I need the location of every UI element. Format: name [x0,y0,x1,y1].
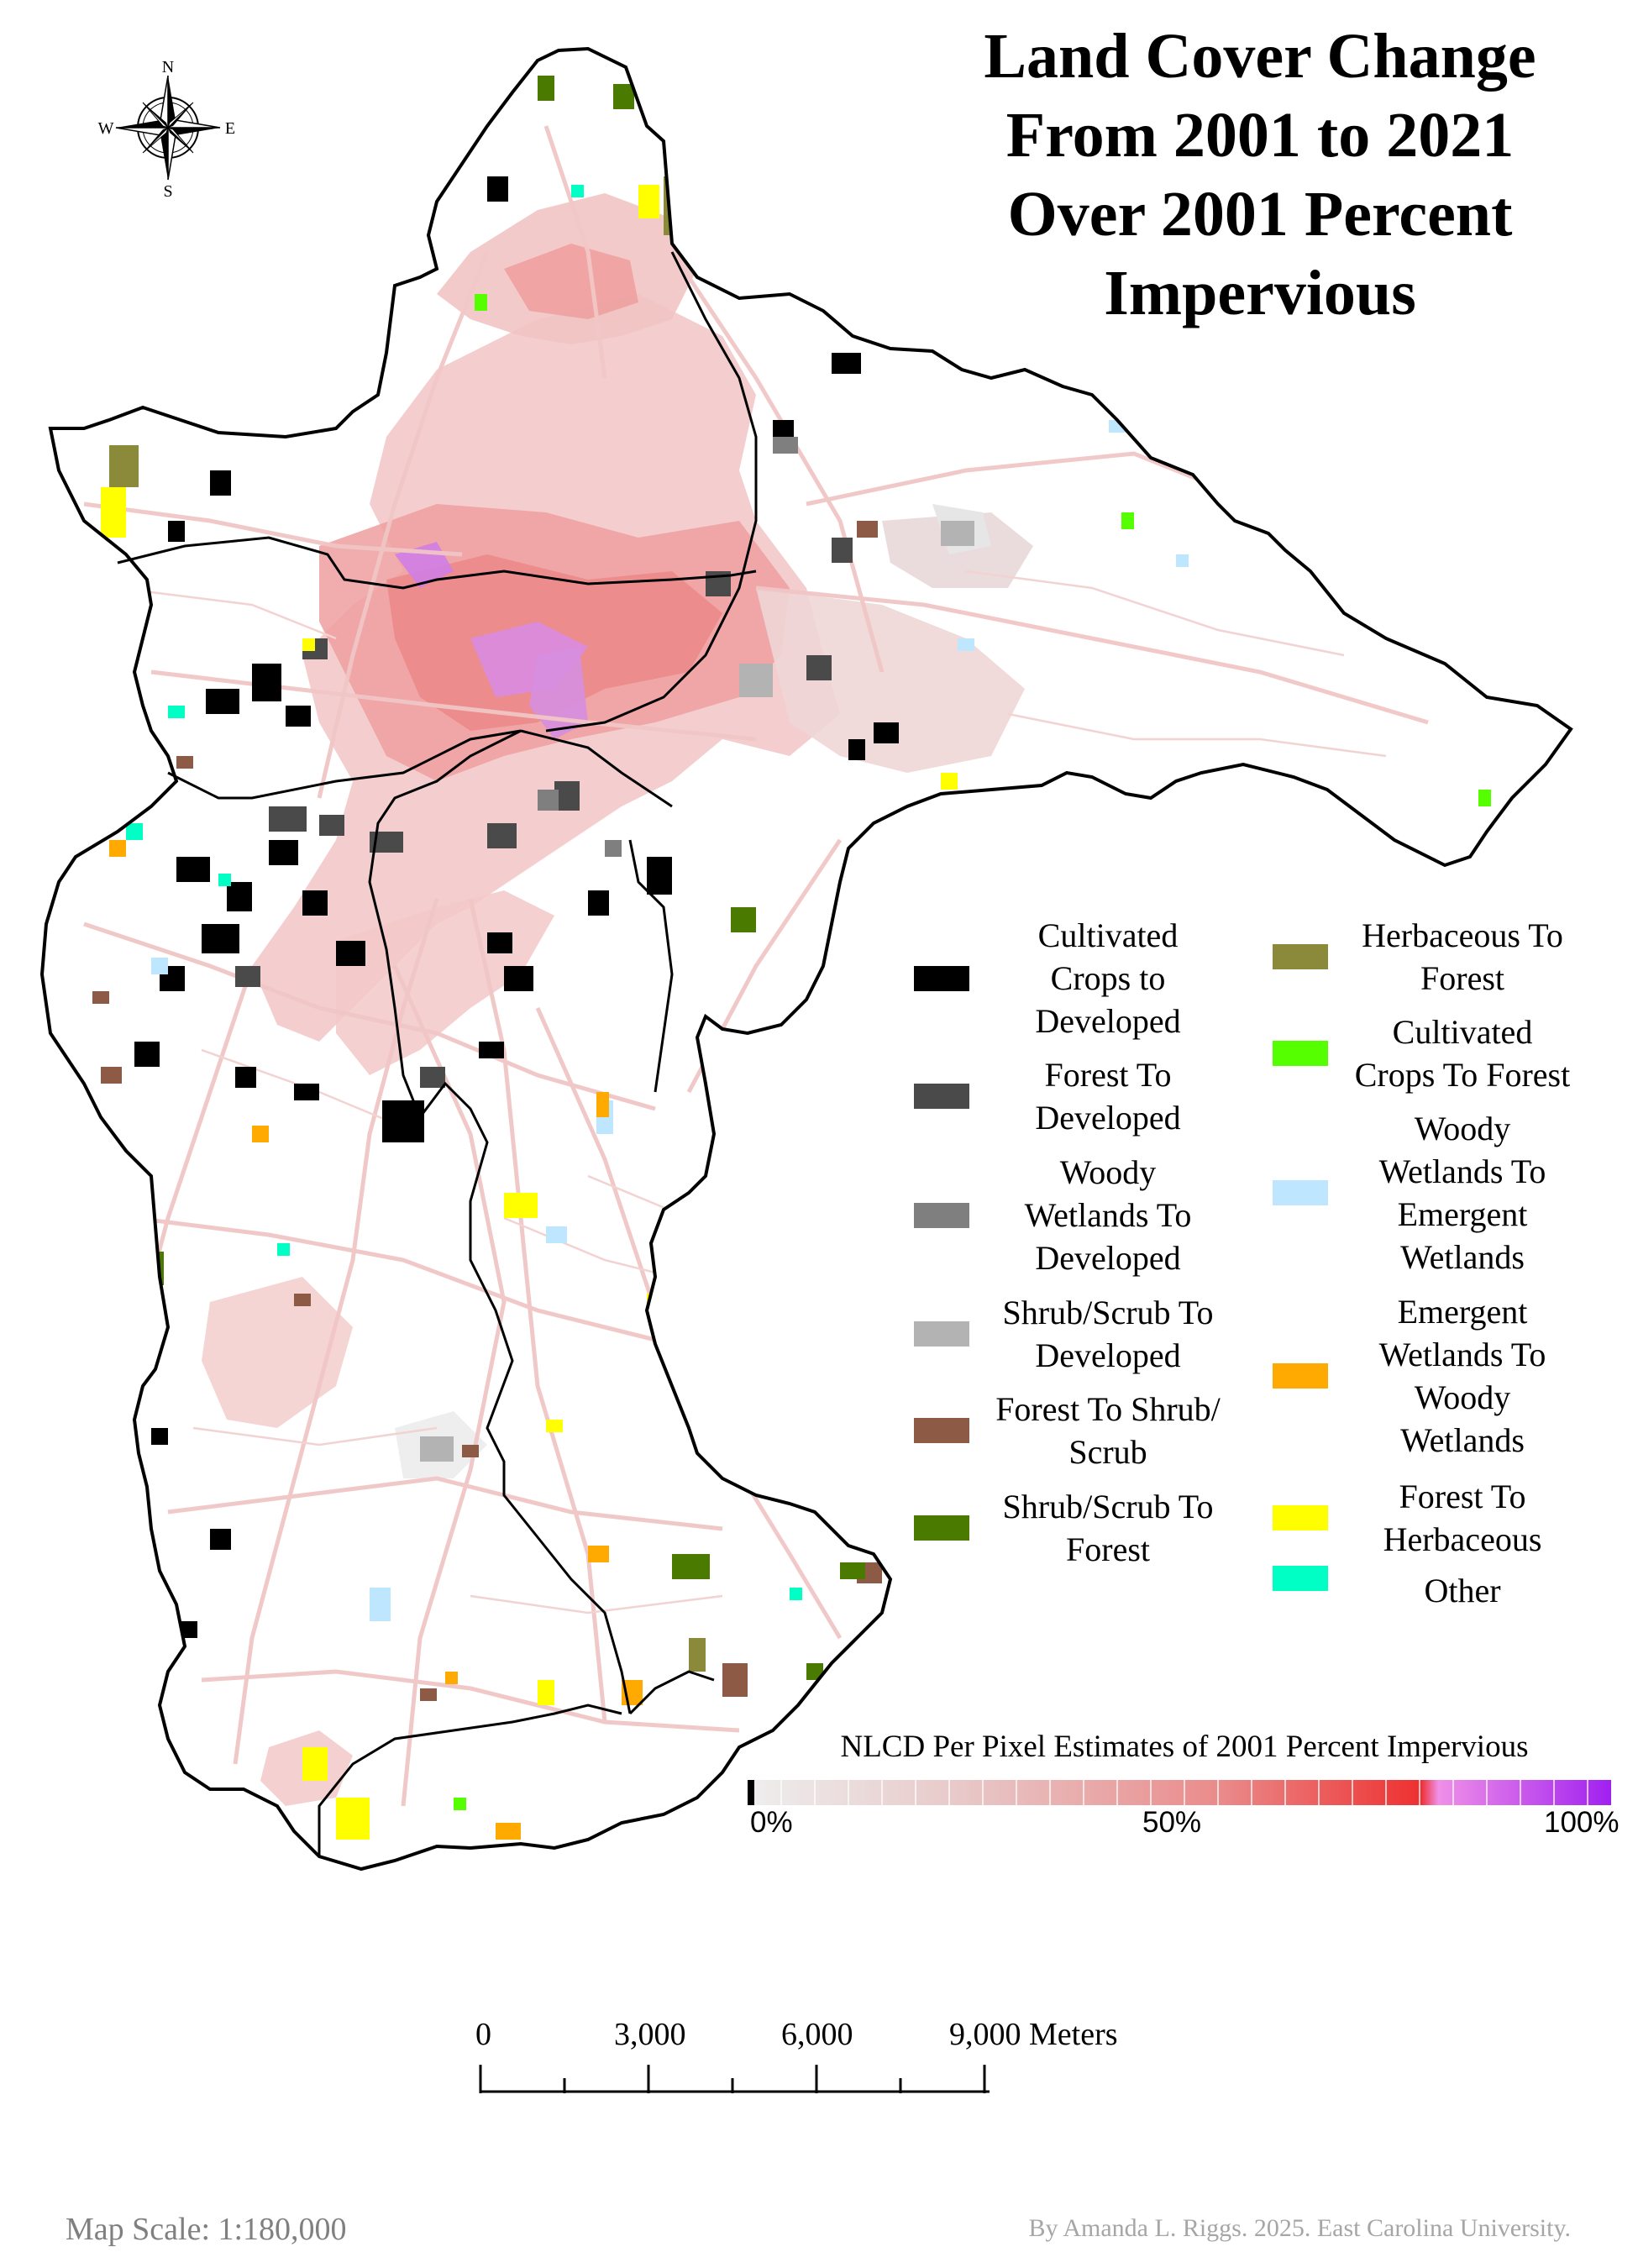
legend-item-forest-to-developed: Forest To Developed [914,1053,1238,1139]
scale-tick-label-6000: 6,000 [781,2017,853,2052]
legend-label: Shrub/Scrub To Forest [978,1485,1238,1571]
legend-label-line: Wetlands [1400,1238,1525,1276]
legend-swatch [1273,944,1328,969]
title-line-1: Land Cover Change [984,21,1536,92]
legend-label: Forest To Developed [978,1053,1238,1139]
legend-label-line: Forest [1066,1530,1150,1568]
legend-swatch [1273,1363,1328,1389]
legend-label-line: Woody [1414,1378,1511,1416]
scale-tick-label-3000: 3,000 [614,2017,686,2052]
legend-swatch [914,965,969,991]
map-title: Land Cover Change From 2001 to 2021 Over… [890,17,1630,333]
legend-label-line: Forest To [1399,1478,1526,1515]
legend-label: Emergent Wetlands To Woody Wetlands [1336,1290,1588,1462]
legend-item-shrub-to-developed: Shrub/Scrub To Developed [914,1291,1238,1377]
legend-label-line: Developed [1035,1002,1181,1040]
legend-label-line: Forest To Shrub/ [995,1390,1221,1428]
legend-swatch [1273,1505,1328,1530]
legend-item-woody-wetlands-to-developed: Woody Wetlands To Developed [914,1151,1238,1279]
legend-swatch [914,1202,969,1228]
scale-tick-label-0: 0 [475,2017,491,2052]
legend-swatch [1273,1041,1328,1066]
legend-swatch [1273,1565,1328,1591]
legend-label: Shrub/Scrub To Developed [978,1291,1238,1377]
legend-label-line: Other [1424,1572,1501,1609]
legend-label-line: Shrub/Scrub To [1002,1488,1214,1525]
legend-label-line: Developed [1035,1239,1181,1277]
ramp-min-label: 0% [750,1806,793,1839]
legend-label-line: Emergent [1397,1293,1528,1331]
credit-text: By Amanda L. Riggs. 2025. East Carolina … [1028,2214,1571,2242]
legend-label-line: Woody [1059,1153,1157,1191]
legend-item-cultivated-to-forest: Cultivated Crops To Forest [1273,1011,1588,1096]
legend-label: Cultivated Crops To Forest [1336,1011,1588,1096]
legend-label: Woody Wetlands To Developed [978,1151,1238,1279]
legend-label: Forest To Herbaceous [1336,1475,1588,1561]
legend-label: Forest To Shrub/ Scrub [978,1388,1238,1473]
compass-south-label: S [163,182,172,201]
legend-item-other: Other [1273,1565,1588,1612]
title-line-3: Over 2001 Percent [1007,179,1513,249]
legend-label-line: Cultivated [1392,1013,1533,1051]
legend-item-forest-to-herbaceous: Forest To Herbaceous [1273,1475,1588,1561]
scale-tick-label-9000: 9,000 Meters [949,2017,1118,2052]
legend-label-line: Crops to [1050,959,1166,997]
legend-swatch [1273,1180,1328,1205]
legend-label-line: Emergent [1397,1195,1528,1233]
legend-label-line: Developed [1035,1099,1181,1137]
legend-label-line: Herbaceous To [1362,916,1563,954]
legend-item-woody-to-emergent: Woody Wetlands To Emergent Wetlands [1273,1107,1588,1278]
legend-item-cultivated-to-developed: Cultivated Crops to Developed [914,914,1238,1042]
legend-label: Cultivated Crops to Developed [978,914,1238,1042]
legend-swatch [914,1418,969,1443]
legend-item-herbaceous-to-forest: Herbaceous To Forest [1273,914,1588,1000]
county-outline [39,46,1573,1872]
compass-east-label: E [225,119,235,138]
legend-label: Woody Wetlands To Emergent Wetlands [1336,1107,1588,1278]
legend-swatch [914,1321,969,1347]
legend-label-line: Wetlands [1400,1421,1525,1459]
legend-label-line: Wetlands To [1378,1336,1546,1373]
legend-swatch [914,1515,969,1541]
legend-label-line: Herbaceous [1383,1520,1542,1558]
legend-label-line: Shrub/Scrub To [1002,1294,1214,1331]
legend-label: Herbaceous To Forest [1336,914,1588,1000]
legend-label-line: Developed [1035,1336,1181,1374]
legend-label-line: Wetlands To [1024,1196,1192,1234]
compass-rose-icon: N S E W [98,58,236,201]
legend-label-line: Crops To Forest [1354,1056,1571,1094]
scale-bar [479,2065,990,2093]
legend-item-forest-to-shrub: Forest To Shrub/ Scrub [914,1388,1238,1473]
legend-item-shrub-to-forest: Shrub/Scrub To Forest [914,1485,1238,1571]
legend-label: Other [1336,1569,1588,1612]
compass-west-label: W [98,119,114,138]
legend-label-line: Forest [1420,959,1504,997]
impervious-color-ramp [748,1780,1611,1805]
legend-label-line: Cultivated [1037,916,1179,954]
legend-item-emergent-to-woody: Emergent Wetlands To Woody Wetlands [1273,1290,1588,1462]
compass-north-label: N [162,58,174,76]
ramp-mid-label: 50% [1142,1806,1202,1839]
ramp-max-label: 100% [1544,1806,1620,1839]
legend-label-line: Wetlands To [1378,1152,1546,1190]
impervious-ramp-title: NLCD Per Pixel Estimates of 2001 Percent… [840,1730,1529,1764]
title-line-2: From 2001 to 2021 [1005,100,1515,171]
township-boundaries [117,251,758,1856]
legend-label-line: Woody [1414,1110,1511,1147]
legend-swatch [914,1084,969,1109]
legend-label-line: Forest To [1044,1056,1172,1094]
title-line-4: Impervious [1104,258,1416,328]
legend-label-line: Scrub [1068,1433,1147,1471]
map-scale-text: Map Scale: 1:180,000 [66,2212,347,2247]
